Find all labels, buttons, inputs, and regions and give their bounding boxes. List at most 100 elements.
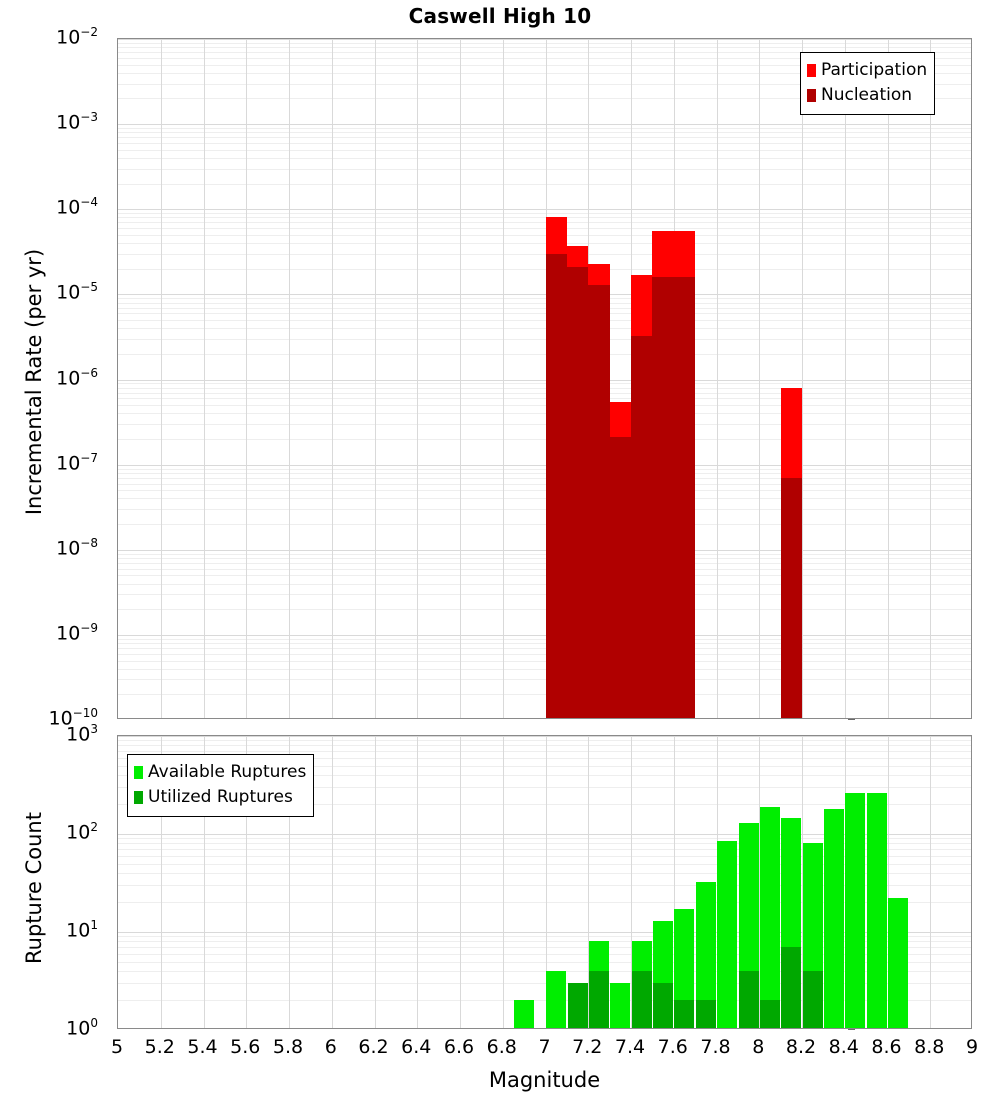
gridline-major xyxy=(118,834,971,835)
gridline-minor xyxy=(118,302,971,304)
x-axis-tick-label: 6.6 xyxy=(443,1036,475,1058)
gridline-minor xyxy=(118,398,971,400)
x-axis-tick-label: 5.4 xyxy=(187,1036,218,1058)
gridline-minor xyxy=(118,936,971,938)
gridline-minor xyxy=(118,42,971,44)
y-axis-tick-label: 102 xyxy=(66,820,98,844)
gridline-vertical xyxy=(460,39,461,718)
gridline-minor xyxy=(118,128,971,130)
x-axis-tick-label: 6.8 xyxy=(486,1036,517,1058)
top-chart-bar-nucleation xyxy=(566,266,589,718)
legend-swatch-icon xyxy=(807,64,816,77)
gridline-minor xyxy=(118,594,971,596)
gridline-major xyxy=(118,39,971,40)
y-axis-tick-label: 10−4 xyxy=(56,195,98,219)
bottom-chart-bar-utilized xyxy=(802,970,823,1028)
gridline-vertical xyxy=(588,736,590,1028)
gridline-minor xyxy=(118,183,971,185)
gridline-minor xyxy=(118,679,971,681)
bottom-legend-entry: Utilized Ruptures xyxy=(134,785,306,810)
gridline-minor xyxy=(118,902,971,904)
gridline-minor xyxy=(118,222,971,224)
gridline-minor xyxy=(118,498,971,500)
gridline-minor xyxy=(118,643,971,645)
gridline-minor xyxy=(118,132,971,134)
gridline-minor xyxy=(118,751,971,753)
bottom-chart-bar-available xyxy=(717,840,738,1028)
gridline-minor xyxy=(118,307,971,309)
gridline-minor xyxy=(118,405,971,407)
bottom-chart-bar-available xyxy=(514,1000,535,1028)
gridline-minor xyxy=(118,765,971,767)
gridline-vertical xyxy=(887,39,889,718)
bottom-chart-bar-available xyxy=(866,792,887,1028)
y-axis-tick-mark xyxy=(848,1029,855,1030)
x-axis-tick-label: 8.2 xyxy=(785,1036,817,1058)
gridline-minor xyxy=(118,47,971,49)
y-axis-tick-label: 103 xyxy=(66,722,98,746)
y-axis-tick-label: 101 xyxy=(66,918,98,942)
gridline-vertical xyxy=(502,736,504,1028)
top-legend-entry: Participation xyxy=(807,58,927,83)
gridline-minor xyxy=(118,392,971,394)
gridline-vertical xyxy=(631,736,632,1028)
gridline-minor xyxy=(118,338,971,340)
top-chart-plot-area xyxy=(117,38,972,719)
bottom-chart-bar-available xyxy=(888,898,909,1028)
gridline-minor xyxy=(118,509,971,511)
gridline-minor xyxy=(118,383,971,385)
top-chart-legend: Participation Nucleation xyxy=(800,52,936,115)
gridline-minor xyxy=(118,804,971,806)
y-axis-tick-label: 10−2 xyxy=(56,25,98,49)
x-axis-tick-label: 7.2 xyxy=(572,1036,603,1058)
x-axis-tick-label: 7.8 xyxy=(700,1036,731,1058)
y-axis-tick-label: 10−5 xyxy=(56,280,98,304)
y-axis-tick-label: 10−9 xyxy=(56,621,98,645)
bottom-chart-y-tick-labels: 103 102 101 100 xyxy=(0,723,855,1038)
bottom-chart-plot-area xyxy=(117,735,972,1029)
x-axis-tick-label: 6.4 xyxy=(401,1036,432,1058)
bottom-chart-bar-available xyxy=(759,806,780,1028)
bottom-legend-label: Utilized Ruptures xyxy=(148,787,293,807)
page-title: Caswell High 10 xyxy=(408,4,592,28)
x-axis-tick-label: 8.6 xyxy=(871,1036,902,1058)
gridline-minor xyxy=(118,583,971,585)
top-legend-label: Nucleation xyxy=(821,85,913,105)
gridline-vertical xyxy=(331,736,333,1028)
top-chart-bar-nucleation xyxy=(545,253,567,718)
gridline-minor xyxy=(118,568,971,570)
gridline-major xyxy=(118,464,971,466)
gridline-minor xyxy=(118,52,971,54)
gridline-vertical xyxy=(289,736,290,1028)
top-chart-gridlines xyxy=(118,39,971,718)
gridline-minor xyxy=(118,774,971,776)
bottom-chart-legend: Available Ruptures Utilized Ruptures xyxy=(127,754,315,817)
top-chart-bar-nucleation xyxy=(588,284,610,718)
gridline-vertical xyxy=(203,736,205,1028)
bottom-chart-bar-available xyxy=(695,882,716,1028)
bottom-chart-bars xyxy=(118,736,971,1028)
x-axis-tick-label: 8.8 xyxy=(914,1036,945,1058)
top-chart-bar-nucleation xyxy=(631,336,653,718)
gridline-minor xyxy=(118,468,971,470)
gridline-major xyxy=(118,379,971,381)
x-axis-tick-label: 7.6 xyxy=(657,1036,688,1058)
gridline-minor xyxy=(118,353,971,355)
y-axis-tick-label: 10−8 xyxy=(56,535,98,560)
gridline-minor xyxy=(118,941,971,943)
gridline-minor xyxy=(118,745,971,747)
gridline-major xyxy=(118,736,971,737)
bottom-legend-entry: Available Ruptures xyxy=(134,760,306,785)
x-axis-tick-label: 7 xyxy=(538,1036,551,1058)
x-axis-tick-label: 8 xyxy=(752,1036,765,1058)
gridline-minor xyxy=(118,228,971,230)
gridline-major xyxy=(118,932,971,933)
gridline-minor xyxy=(118,740,971,742)
bottom-chart-bar-available xyxy=(674,909,695,1028)
bottom-chart-bar-utilized xyxy=(674,1000,695,1028)
gridline-minor xyxy=(118,648,971,650)
gridline-minor xyxy=(118,609,971,611)
legend-swatch-icon xyxy=(134,766,143,779)
gridline-major xyxy=(118,209,971,211)
bottom-chart-gridlines xyxy=(118,736,971,1028)
